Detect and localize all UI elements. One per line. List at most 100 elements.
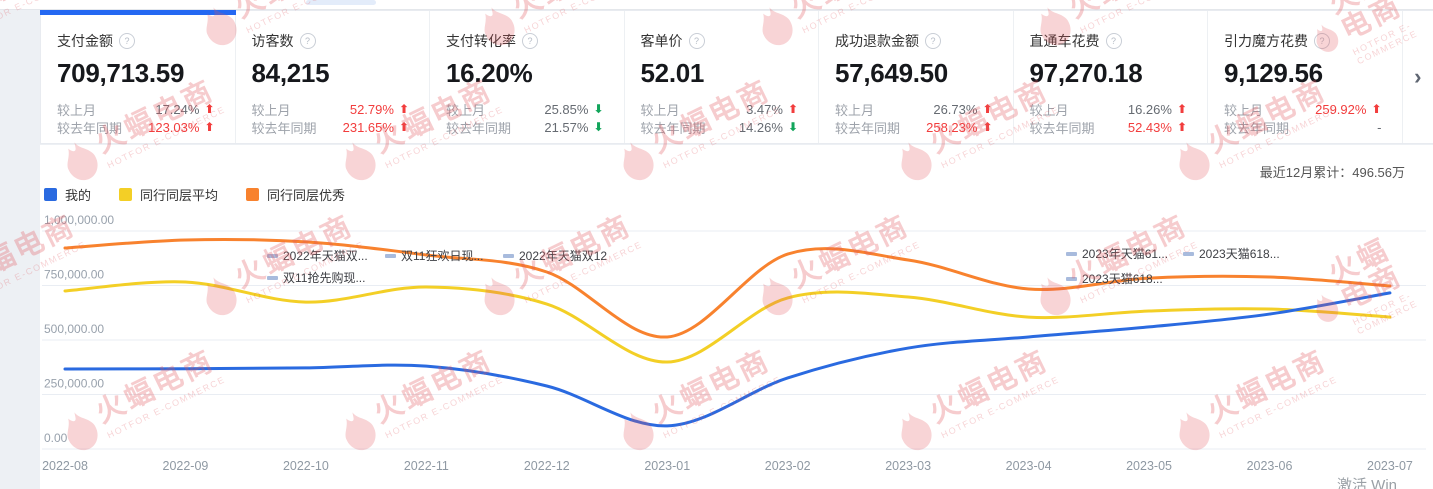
compare-value-group: 259.92% ⬆ (1315, 102, 1381, 117)
compare-value: 231.65% (342, 119, 394, 135)
compare-label: 较去年同期 (446, 120, 512, 136)
legend-label: 同行同层平均 (140, 188, 219, 203)
annotation-marker-icon (1066, 276, 1077, 281)
chart-annotation[interactable]: 2022年天猫双12 (503, 247, 607, 264)
metric-card-value: 97,270.18 (1029, 58, 1143, 88)
arrow-down-icon: ⬇ (593, 120, 604, 134)
compare-value-group: 52.79% ⬆ (350, 102, 409, 117)
metric-card-rows: 较上月 17.24% ⬆ 较去年同期 123.03% ⬆ (57, 100, 215, 136)
compare-value-group: 123.03% ⬆ (148, 120, 214, 135)
metrics-panel: 支付金额? 709,713.59 较上月 17.24% ⬆ 较去年同期 123.03% ⬆ 访客… (40, 10, 1433, 144)
compare-value-group: 25.85% ⬇ (544, 102, 603, 117)
annotation-marker-icon (1066, 251, 1077, 256)
annotation-text: 双11抢先购现... (283, 271, 366, 285)
compare-value-group: 26.73% ⬆ (933, 102, 992, 117)
chart-annotation[interactable]: 2022年天猫双... (267, 247, 368, 264)
help-icon[interactable]: ? (522, 33, 538, 49)
metric-title-text: 支付金额 (57, 33, 113, 49)
compare-value: 258.23% (926, 119, 978, 135)
help-icon[interactable]: ? (688, 33, 705, 49)
legend-item-1[interactable]: 我的 (44, 185, 91, 204)
legend-label: 同行同层优秀 (267, 188, 346, 203)
metric-compare-row: 较去年同期 258.23% ⬆ (835, 118, 993, 136)
metric-card-1[interactable]: 支付金额? 709,713.59 较上月 17.24% ⬆ 较去年同期 123.03% ⬆ (40, 10, 236, 143)
arrow-up-icon: ⬆ (1176, 102, 1187, 116)
annotation-marker-icon (267, 275, 278, 280)
metric-card-2[interactable]: 访客数? 84,215 较上月 52.79% ⬆ 较去年同期 231.65% ⬆ (236, 11, 430, 143)
compare-value: 52.43% (1127, 119, 1172, 135)
arrow-up-icon: ⬆ (204, 120, 215, 134)
metric-card-rows: 较上月 3.47% ⬆ 较去年同期 14.26% ⬇ (641, 100, 799, 136)
compare-label: 较去年同期 (1224, 120, 1290, 136)
metric-compare-row: 较上月 16.26% ⬆ (1030, 100, 1188, 118)
metric-compare-row: 较去年同期 14.26% ⬇ (641, 118, 799, 136)
compare-value-group: 3.47% ⬆ (746, 102, 798, 117)
compare-label: 较去年同期 (251, 120, 317, 136)
chart-annotation[interactable]: 2023天猫618... (1066, 270, 1163, 287)
compare-value-group: 258.23% ⬆ (926, 120, 992, 135)
compare-value-group: 16.26% ⬆ (1128, 102, 1187, 117)
metric-compare-row: 较去年同期 231.65% ⬆ (252, 118, 410, 136)
annotation-text: 2023年天猫61... (1082, 247, 1169, 261)
metric-card-4[interactable]: 客单价? 52.01 较上月 3.47% ⬆ 较去年同期 14.26% ⬇ (625, 11, 819, 143)
metric-card-title: 访客数? (252, 31, 410, 51)
legend-label: 我的 (65, 188, 92, 203)
compare-value: - (1377, 119, 1382, 135)
metrics-scroll-right-button[interactable]: › (1414, 64, 1422, 89)
compare-label: 较去年同期 (1029, 120, 1095, 136)
metric-card-title: 直通车花费? (1030, 31, 1188, 51)
help-icon[interactable]: ? (925, 33, 941, 49)
metric-title-text: 支付转化率 (446, 33, 516, 49)
legend-swatch (119, 188, 133, 201)
metric-card-value: 9,129.56 (1224, 58, 1323, 88)
legend-swatch (246, 188, 260, 201)
metric-card-6[interactable]: 直通车花费? 97,270.18 较上月 16.26% ⬆ 较去年同期 52.43% ⬆ (1014, 11, 1208, 143)
metric-card-value: 16.20% (446, 58, 533, 88)
legend-swatch (44, 188, 57, 201)
metric-card-rows: 较上月 26.73% ⬆ 较去年同期 258.23% ⬆ (835, 100, 993, 136)
annotation-marker-icon (503, 253, 514, 258)
metric-compare-row: 较去年同期 - (1224, 118, 1382, 136)
chart-summary: 最近12月累计：496.56万 (1260, 162, 1405, 181)
metric-card-value: 52.01 (640, 58, 705, 88)
arrow-up-icon: ⬆ (398, 120, 409, 134)
summary-label: 最近12月累计： (1259, 165, 1353, 180)
legend-item-2[interactable]: 同行同层平均 (119, 185, 218, 204)
compare-value: 21.57% (544, 119, 589, 135)
legend-item-3[interactable]: 同行同层优秀 (246, 185, 345, 204)
metric-compare-row: 较上月 26.73% ⬆ (835, 100, 993, 118)
chart-annotation[interactable]: 2023天猫618... (1183, 245, 1280, 262)
compare-label: 较上月 (251, 102, 291, 118)
annotation-marker-icon (267, 253, 278, 258)
arrow-down-icon: ⬇ (787, 120, 798, 134)
metric-card-rows: 较上月 16.26% ⬆ 较去年同期 52.43% ⬆ (1030, 100, 1188, 136)
metric-title-text: 直通车花费 (1029, 33, 1100, 49)
compare-label: 较上月 (57, 102, 97, 118)
help-icon[interactable]: ? (119, 33, 135, 49)
help-icon[interactable]: ? (1314, 33, 1330, 49)
chart-annotation[interactable]: 2023年天猫61... (1066, 245, 1168, 262)
arrow-up-icon: ⬆ (1371, 102, 1382, 116)
annotation-text: 2023天猫618... (1082, 272, 1163, 286)
compare-value-group: 21.57% ⬇ (544, 120, 603, 135)
help-icon[interactable]: ? (1105, 33, 1122, 49)
metric-card-3[interactable]: 支付转化率? 16.20% 较上月 25.85% ⬇ 较去年同期 21.57% ⬇ (430, 11, 625, 143)
metric-card-value: 84,215 (251, 58, 330, 88)
help-icon[interactable]: ? (299, 33, 316, 49)
top-scrollbar-thumb[interactable] (306, 0, 376, 5)
metric-card-title: 支付转化率? (446, 31, 604, 51)
metric-card-rows: 较上月 25.85% ⬇ 较去年同期 21.57% ⬇ (446, 100, 604, 136)
compare-label: 较上月 (1224, 102, 1264, 118)
metric-card-value: 57,649.50 (835, 58, 948, 88)
windows-activation-watermark: 激活 Win (1337, 477, 1398, 489)
chart-annotation[interactable]: 双11抢先购现... (267, 269, 365, 286)
annotation-text: 2022年天猫双... (283, 249, 368, 263)
metric-card-7[interactable]: 引力魔方花费? 9,129.56 较上月 259.92% ⬆ 较去年同期 - (1208, 11, 1403, 143)
compare-value: 17.24% (155, 101, 200, 117)
chart-annotation[interactable]: 双11狂欢日现... (385, 247, 483, 264)
compare-value: 259.92% (1315, 101, 1367, 117)
annotation-text: 双11狂欢日现... (401, 249, 484, 263)
arrow-up-icon: ⬆ (1176, 120, 1187, 134)
metric-card-5[interactable]: 成功退款金额? 57,649.50 较上月 26.73% ⬆ 较去年同期 258.23% ⬆ (819, 11, 1014, 143)
